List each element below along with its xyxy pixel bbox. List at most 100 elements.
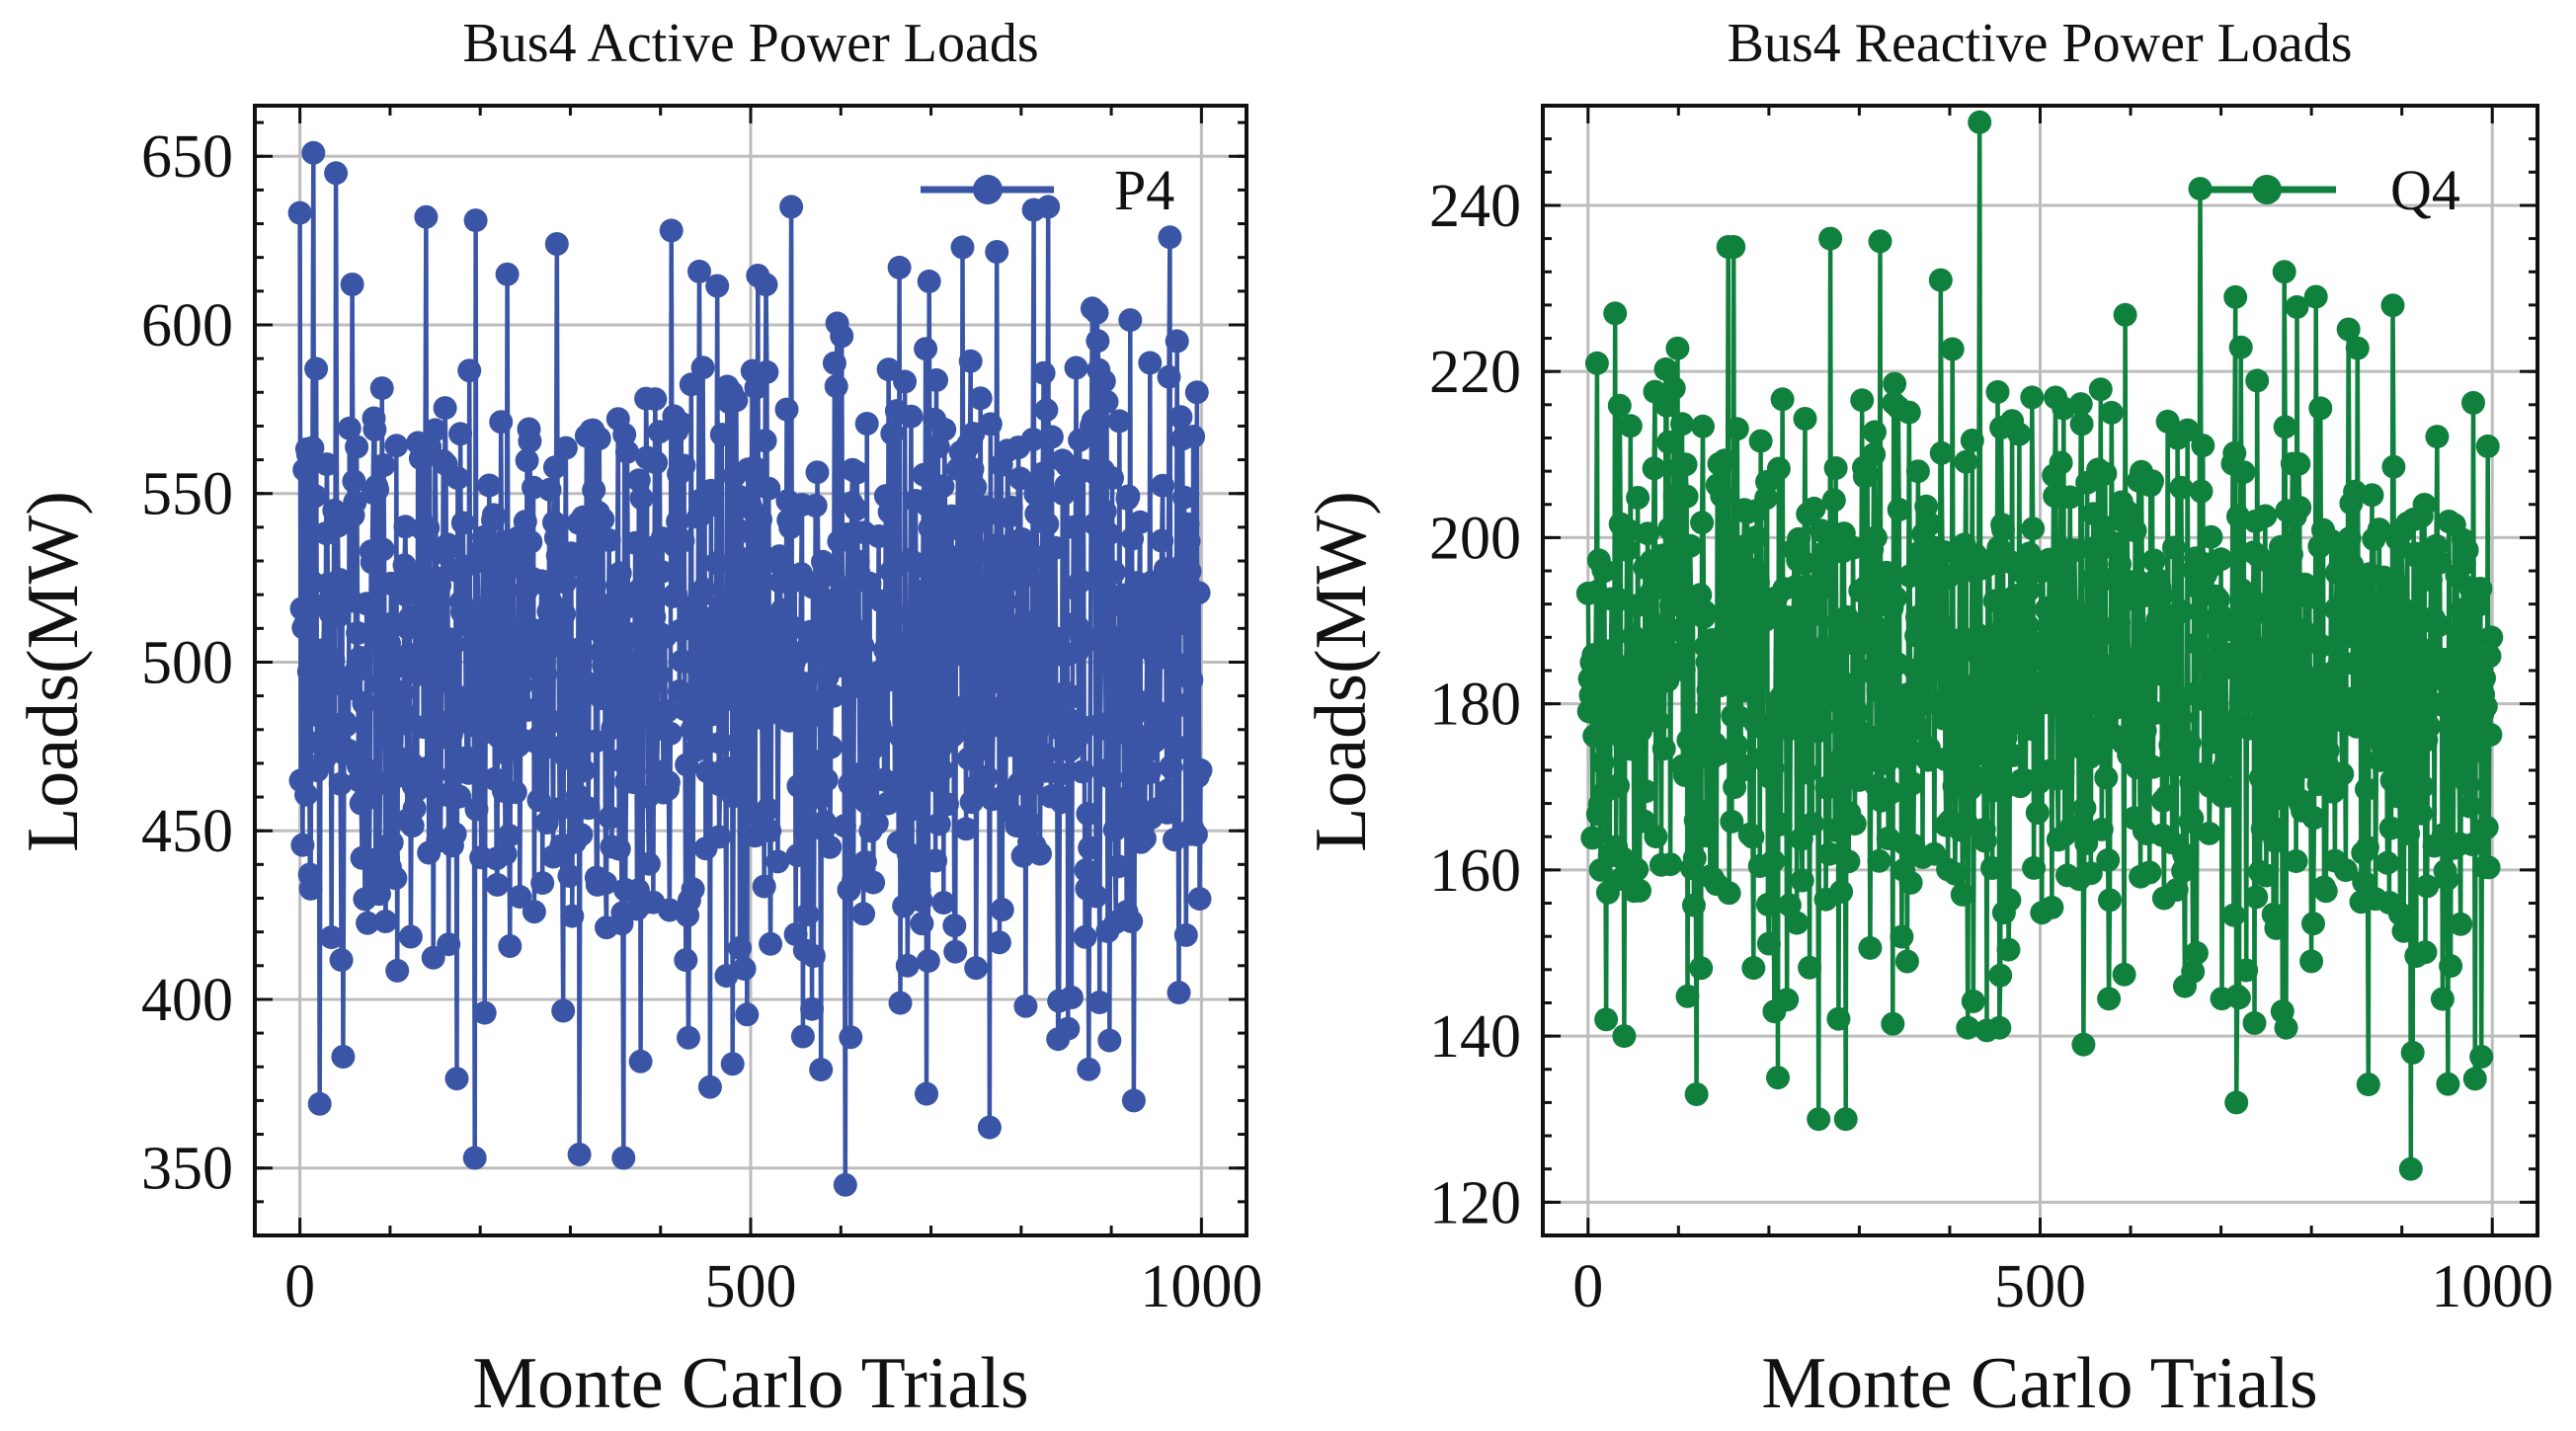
p4-point xyxy=(809,1058,834,1082)
q4-legend[interactable]: Q4 xyxy=(2198,158,2460,222)
q4-point xyxy=(2259,709,2284,734)
q4-point xyxy=(2170,599,2195,624)
p4-point xyxy=(822,683,845,708)
p4-point xyxy=(519,529,543,554)
q4-point xyxy=(2284,849,2308,873)
p4-point xyxy=(1171,608,1196,632)
q4-point xyxy=(1740,825,1765,849)
q4-point xyxy=(1759,737,1784,761)
p4-point xyxy=(932,417,957,441)
p4-point xyxy=(714,964,739,989)
p4-legend[interactable]: P4 xyxy=(921,158,1174,222)
q4-point xyxy=(2036,689,2060,714)
q4-point xyxy=(1993,725,2018,750)
p4-point xyxy=(852,849,877,874)
p4-point xyxy=(677,1025,700,1050)
p4-point xyxy=(620,724,645,749)
p4-point xyxy=(511,548,535,573)
p4-point xyxy=(1094,389,1119,414)
q4-point xyxy=(1817,841,1842,866)
q4-point xyxy=(2168,705,2193,730)
p4-point xyxy=(832,651,855,676)
q4-point xyxy=(2242,1010,2267,1035)
p4-point xyxy=(787,842,812,867)
p4-point xyxy=(910,912,934,936)
q4-point xyxy=(2049,450,2073,475)
q4-point xyxy=(2157,623,2182,648)
p4-point xyxy=(1002,626,1026,651)
p4-point xyxy=(812,810,837,835)
p4-point xyxy=(1128,510,1153,534)
q4-point xyxy=(1775,988,1800,1012)
p4-point xyxy=(824,374,848,399)
p4-point xyxy=(993,590,1017,614)
p4-point xyxy=(1054,473,1079,498)
p4-point xyxy=(1101,560,1126,585)
p4-point xyxy=(765,849,790,874)
p4-point xyxy=(343,490,367,515)
q4-point xyxy=(1628,719,1652,744)
q4-point xyxy=(1777,893,1802,917)
q4-point xyxy=(2083,636,2108,661)
q4-point xyxy=(2223,284,2248,309)
p4-point xyxy=(931,891,956,915)
q4-point xyxy=(2473,694,2498,719)
p4-point xyxy=(1155,800,1179,825)
q4-point xyxy=(2180,806,2205,831)
q4-point xyxy=(1841,535,1865,560)
q4-point xyxy=(1807,1107,1831,1132)
q4-point xyxy=(1689,956,1714,981)
p4-point xyxy=(1138,351,1163,375)
p4-point xyxy=(1156,778,1180,803)
q4-point xyxy=(1606,773,1630,798)
p4-point xyxy=(659,218,684,243)
p4-point xyxy=(513,510,537,534)
q4-point xyxy=(2338,624,2363,649)
p4-point xyxy=(943,939,968,964)
q4-point xyxy=(1823,456,1848,480)
p4-point xyxy=(903,797,927,821)
q4-point xyxy=(1996,937,2021,962)
q4-point xyxy=(1872,617,1896,642)
p4-point xyxy=(599,636,623,661)
q4-point xyxy=(2477,644,2502,669)
active-power-ylabel: Loads(MW) xyxy=(13,491,94,852)
p4-point xyxy=(975,764,1000,789)
q4-point xyxy=(2169,475,2194,500)
q4-point xyxy=(2333,858,2358,883)
q4-point xyxy=(1945,721,1970,746)
q4-point xyxy=(1821,488,1846,513)
q4-point xyxy=(1898,870,1923,895)
p4-point xyxy=(904,660,928,684)
p4-point xyxy=(752,874,776,899)
p4-point xyxy=(628,1049,653,1073)
q4-point xyxy=(1741,956,1766,981)
q4-point xyxy=(1690,511,1715,535)
reactive-power-ylabel: Loads(MW) xyxy=(1301,491,1382,852)
q4-point xyxy=(1855,462,1880,487)
p4-point xyxy=(304,357,329,381)
q4-point xyxy=(1626,486,1650,510)
q4-point xyxy=(1812,539,1837,564)
q4-point xyxy=(2245,368,2270,393)
p4-point xyxy=(518,429,542,453)
p4-point xyxy=(345,435,369,459)
q4-point xyxy=(2453,623,2477,648)
q4-point xyxy=(1905,459,1930,484)
q4-point xyxy=(1665,336,1690,360)
q4-point xyxy=(2222,440,2247,465)
q4-point xyxy=(2360,483,2384,508)
p4-point xyxy=(1179,668,1204,692)
q4-point xyxy=(2434,670,2458,694)
p4-point xyxy=(553,436,578,460)
p4-point xyxy=(578,560,603,585)
p4-point xyxy=(397,642,422,667)
q4-point xyxy=(2097,987,2122,1011)
q4-point xyxy=(2096,847,2121,872)
q4-point xyxy=(2408,801,2433,826)
p4-point xyxy=(705,274,730,298)
q4-point xyxy=(2078,861,2103,886)
q4-point xyxy=(2141,548,2166,573)
p4-point xyxy=(888,991,913,1015)
q4-point xyxy=(2231,460,2256,485)
